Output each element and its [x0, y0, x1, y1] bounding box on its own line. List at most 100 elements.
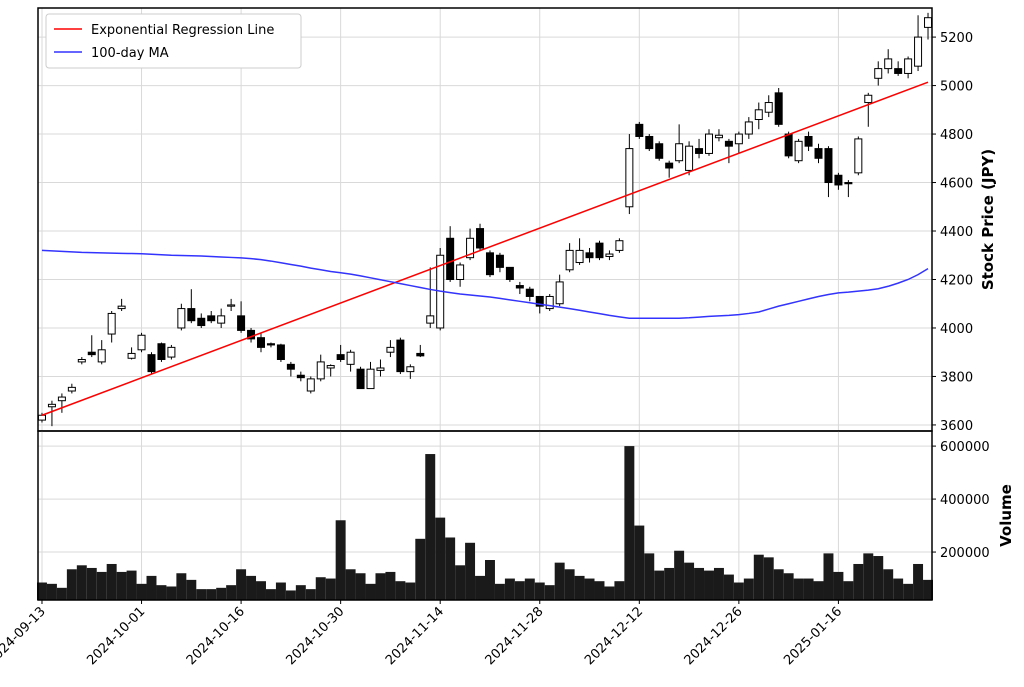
volume-bar [494, 583, 505, 600]
candle-body [257, 337, 266, 348]
volume-bar [584, 578, 595, 600]
y-tick-label: 3800 [940, 370, 973, 385]
volume-bar [713, 567, 724, 600]
volume-bar [604, 586, 615, 600]
candle-body [336, 354, 345, 360]
candle-body [167, 346, 176, 358]
volume-bar [295, 585, 306, 600]
candle-body [485, 252, 494, 276]
candle-body [147, 354, 156, 373]
y-tick-label: 4400 [940, 225, 973, 240]
candle-body [665, 162, 674, 169]
candle-body [456, 264, 465, 280]
candle-body [316, 361, 325, 380]
volume-bar [923, 579, 933, 600]
candle-body [346, 351, 355, 365]
volume-bar [196, 589, 207, 600]
candle-body [864, 94, 873, 104]
volume-bar [156, 585, 167, 600]
y-tick-label: 4800 [940, 128, 973, 143]
x-tick-label: 2024-10-16 [184, 604, 248, 668]
volume-bar [46, 583, 57, 600]
volume-bar [624, 446, 635, 600]
volume-bar [803, 578, 814, 600]
candle-body [426, 315, 435, 324]
x-tick-label: 2024-10-01 [84, 604, 148, 668]
candle-body [525, 288, 534, 297]
candle-body [814, 148, 823, 159]
volume-bar [783, 573, 794, 600]
volume-bar [684, 562, 695, 600]
candle-body [565, 249, 574, 271]
candle-body [555, 281, 564, 305]
volume-bar [753, 554, 764, 600]
volume-bar [325, 578, 336, 600]
y-tick-label: 4600 [940, 177, 973, 192]
candle-body [37, 414, 46, 421]
volume-bar [335, 520, 346, 600]
candle-body [495, 254, 504, 268]
candle-body [515, 285, 524, 289]
y-tick-label: 4000 [940, 322, 973, 337]
volume-bar [913, 563, 924, 600]
volume-bar [554, 562, 565, 600]
candle-body [207, 315, 216, 322]
volume-bar [355, 573, 366, 600]
legend-label: Exponential Regression Line [91, 23, 274, 38]
volume-bar [445, 537, 456, 600]
panel-frame [37, 430, 933, 601]
x-tick-label: 2024-12-12 [582, 604, 646, 668]
volume-bar [395, 581, 406, 600]
volume-bar [37, 582, 47, 600]
volume-bar [514, 581, 525, 600]
candle-body [884, 58, 893, 70]
candle-body [505, 266, 514, 280]
volume-bar [883, 569, 894, 600]
volume-bar [873, 556, 884, 600]
candle-body [386, 346, 395, 353]
x-tick-label: 2024-11-14 [383, 604, 447, 668]
candle-body [704, 133, 713, 154]
volume-bar [405, 582, 416, 600]
candle-body [655, 143, 664, 159]
candle-body [675, 143, 684, 162]
candle-body [575, 249, 584, 264]
volume-bar [96, 571, 107, 600]
candle-body [67, 386, 76, 392]
volume-bar [833, 571, 844, 600]
candle-body [376, 367, 385, 371]
volume-bar [564, 569, 575, 600]
candle-body [77, 358, 86, 363]
legend-box [45, 13, 302, 69]
candle-body [286, 363, 295, 370]
volume-bar [654, 570, 665, 600]
volume-bar [704, 570, 714, 600]
x-tick-label: 2024-11-28 [483, 604, 547, 668]
candle-body [237, 315, 246, 331]
volume-bar [86, 567, 97, 600]
candle-body [714, 134, 723, 139]
volume-bar [166, 586, 177, 600]
volume-bar [733, 582, 744, 600]
candle-body [874, 68, 883, 79]
y-axis-label: Stock Price (JPY) [979, 149, 997, 290]
candle-body [764, 102, 773, 113]
candle-body [296, 374, 305, 379]
volume-bar [216, 587, 227, 600]
volume-bar [674, 550, 685, 600]
candle-body [645, 135, 654, 150]
volume-bar [773, 569, 784, 600]
candle-body [217, 315, 226, 324]
candle-body [535, 295, 544, 307]
volume-bar [415, 538, 426, 600]
volume-bar [455, 565, 466, 600]
candle-body [197, 317, 206, 327]
candle-body [844, 182, 853, 185]
volume-bar [435, 517, 446, 600]
volume-bar [694, 567, 705, 600]
candle-body [605, 253, 614, 257]
y-tick-label: 200000 [940, 546, 990, 561]
volume-bar [793, 578, 804, 600]
legend-label: 100-day MA [91, 46, 169, 61]
volume-bar [893, 578, 904, 600]
